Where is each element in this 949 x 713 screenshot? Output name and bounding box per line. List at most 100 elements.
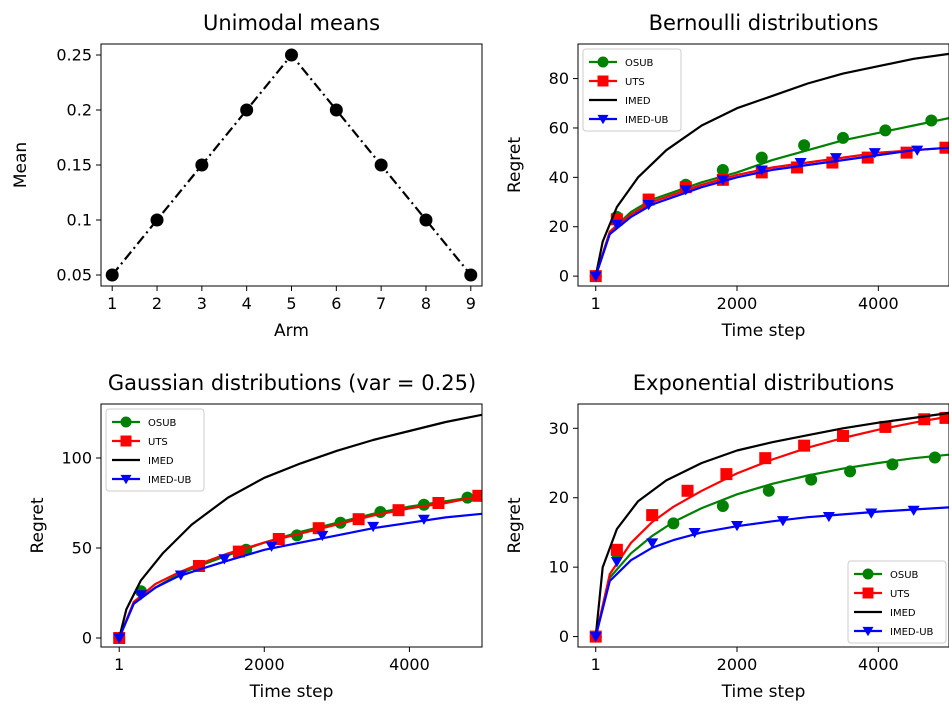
data-point	[681, 484, 694, 497]
legend-marker	[597, 75, 609, 87]
axes-frame	[100, 403, 483, 648]
data-point	[679, 185, 692, 196]
x-tick-label: 4000	[858, 294, 899, 313]
legend-box	[582, 48, 682, 132]
data-point	[822, 511, 835, 523]
data-point	[265, 541, 278, 552]
panel-3: 1 2000 4000 0 50 100 Gaussian distributions (v…	[28, 371, 483, 702]
x-tick-label: 1	[591, 294, 601, 313]
legend-item: IMED	[854, 608, 916, 619]
panel-4: 1 2000 4000 0 10 20 30 Exponential distribution…	[505, 371, 949, 702]
data-point	[392, 504, 405, 517]
series-line-4	[594, 146, 949, 277]
y-tick-label: 0.15	[56, 156, 92, 175]
data-point	[240, 103, 254, 117]
legend-marker	[862, 626, 874, 637]
legend-box	[105, 408, 205, 492]
data-point	[374, 158, 388, 172]
x-tick-label: 2000	[717, 294, 758, 313]
x-tick-label: 2000	[717, 655, 758, 674]
y-tick-label: 100	[61, 449, 92, 468]
data-point	[911, 145, 924, 156]
chart-title: Unimodal means	[203, 11, 380, 35]
data-point	[419, 213, 433, 227]
legend-item: IMED-UB	[112, 474, 192, 486]
data-point	[716, 500, 729, 513]
data-point	[805, 473, 818, 486]
axes-frame	[577, 43, 949, 287]
series-line-2	[594, 415, 949, 637]
legend-label: IMED-UB	[625, 115, 669, 126]
legend-item: IMED	[112, 456, 174, 467]
series-line-1	[111, 53, 472, 276]
data-point	[417, 514, 430, 525]
data-point	[472, 489, 482, 502]
x-axis-label: Arm	[274, 321, 309, 341]
y-tick-label: 0.2	[67, 101, 92, 120]
data-point	[900, 146, 913, 159]
legend: OSUB UTS IMED IMED-UB	[105, 408, 205, 492]
x-tick-label: 8	[421, 294, 431, 313]
data-point	[720, 468, 733, 481]
legend-marker	[862, 568, 874, 580]
y-tick-label: 0	[82, 629, 92, 648]
data-point	[174, 570, 187, 581]
x-axis-label: Time step	[721, 682, 806, 702]
data-point	[646, 509, 659, 522]
legend-item: IMED	[589, 96, 651, 107]
data-point	[134, 590, 147, 601]
series-group	[105, 48, 478, 282]
y-tick-label: 0.25	[56, 46, 92, 65]
series-line-3	[594, 411, 949, 637]
legend-label: IMED	[148, 456, 174, 467]
y-tick-label: 0.1	[67, 211, 92, 230]
series-group	[113, 413, 482, 644]
data-point	[844, 465, 857, 478]
y-tick-label: 10	[549, 558, 569, 577]
legend-label: OSUB	[890, 570, 919, 581]
data-point	[798, 439, 811, 452]
y-tick-label: 50	[72, 539, 92, 558]
data-point	[646, 538, 659, 549]
y-tick-label: 80	[549, 69, 569, 88]
data-point	[925, 114, 938, 127]
legend: OSUB UTS IMED IMED-UB	[582, 48, 682, 132]
series-group	[589, 52, 949, 283]
chart-title: Exponential distributions	[633, 371, 894, 395]
data-point	[218, 554, 231, 565]
series-line-2	[118, 494, 482, 639]
data-point	[589, 271, 602, 282]
data-point	[731, 521, 743, 532]
data-point	[285, 48, 298, 62]
legend-item: UTS	[854, 587, 910, 600]
data-point	[762, 484, 775, 497]
legend-label: UTS	[148, 437, 168, 448]
data-point	[417, 498, 430, 511]
legend-label: IMED-UB	[890, 627, 934, 638]
legend-item: IMED-UB	[854, 626, 934, 638]
data-point	[837, 131, 849, 144]
legend-label: UTS	[625, 77, 645, 88]
y-tick-label: 0	[559, 627, 569, 646]
series-line-2	[594, 146, 949, 277]
legend-item: UTS	[589, 75, 645, 88]
x-tick-label: 3	[197, 294, 207, 313]
legend-item: IMED-UB	[589, 114, 669, 126]
data-point	[113, 633, 126, 644]
data-point	[432, 497, 445, 509]
data-point	[755, 165, 768, 176]
data-point	[868, 148, 881, 159]
x-axis-label: Time step	[249, 682, 334, 702]
y-axis-label: Regret	[505, 137, 525, 193]
legend-marker	[597, 114, 609, 125]
data-point	[716, 175, 729, 186]
data-point	[776, 516, 789, 527]
chart-title: Gaussian distributions (var = 0.25)	[108, 371, 476, 395]
legend-label: OSUB	[148, 418, 177, 429]
series-line-1	[594, 117, 949, 277]
y-tick-label: 60	[549, 118, 569, 137]
legend-item: OSUB	[854, 568, 919, 581]
series-line-3	[118, 413, 482, 639]
data-point	[829, 153, 842, 164]
data-point	[939, 411, 949, 424]
